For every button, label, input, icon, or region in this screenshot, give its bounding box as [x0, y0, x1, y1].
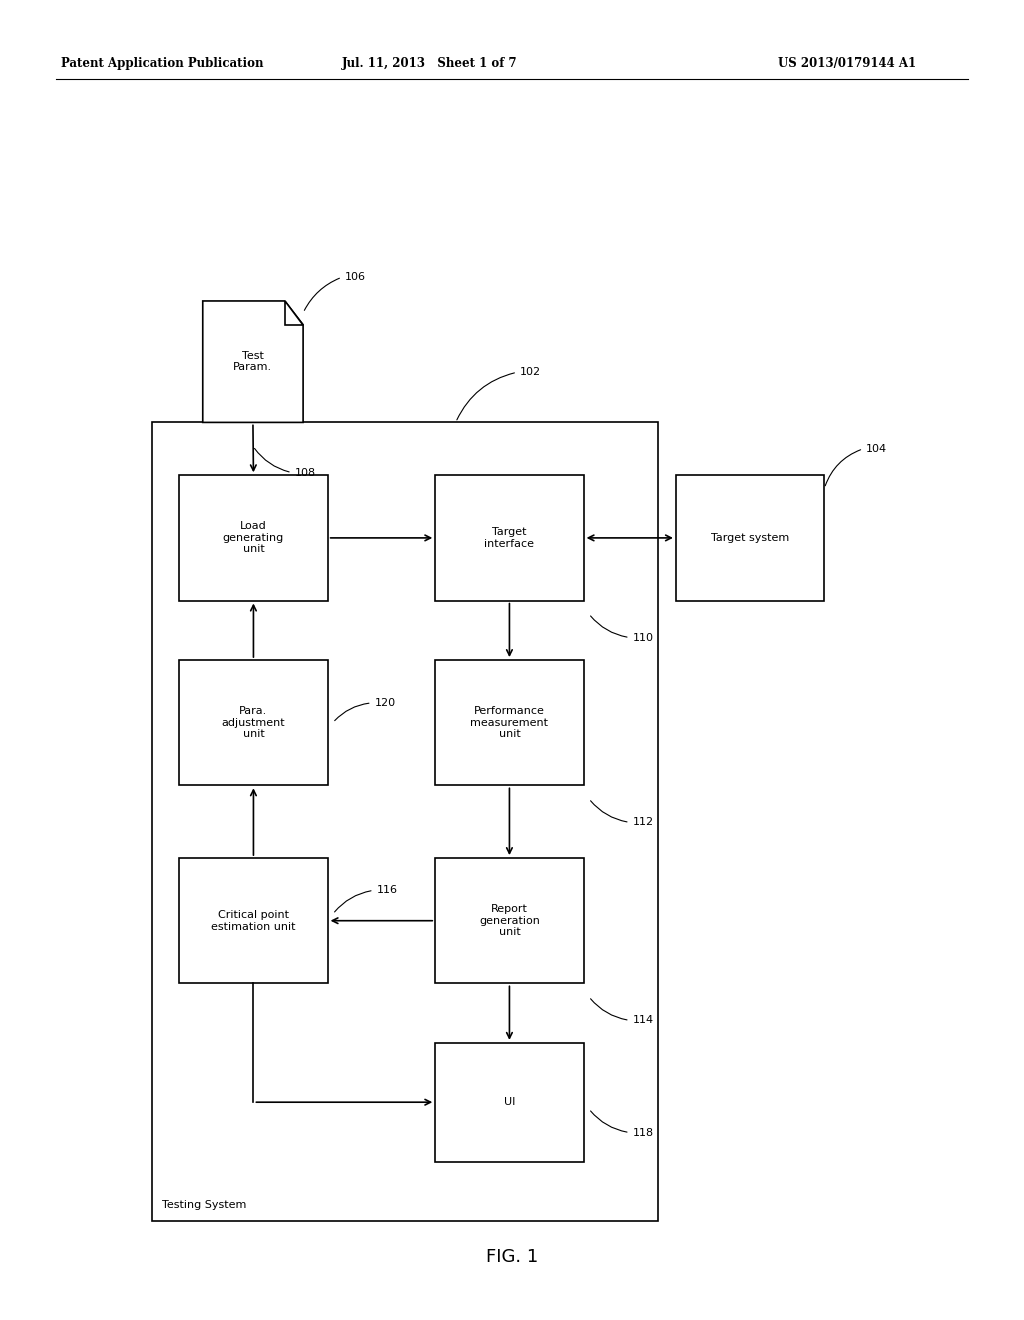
Bar	[435, 475, 584, 601]
Text: 106: 106	[345, 272, 367, 282]
Text: Target
interface: Target interface	[484, 527, 535, 549]
Bar	[435, 858, 584, 983]
Bar	[179, 858, 328, 983]
Bar	[152, 422, 658, 1221]
Text: Para.
adjustment
unit: Para. adjustment unit	[221, 706, 286, 739]
Bar	[435, 660, 584, 785]
Text: 120: 120	[375, 698, 396, 708]
Bar	[179, 475, 328, 601]
Text: UI: UI	[504, 1097, 515, 1107]
Text: 114: 114	[633, 1015, 654, 1026]
Text: Jul. 11, 2013   Sheet 1 of 7: Jul. 11, 2013 Sheet 1 of 7	[342, 57, 518, 70]
Text: Load
generating
unit: Load generating unit	[223, 521, 284, 554]
Text: Report
generation
unit: Report generation unit	[479, 904, 540, 937]
Text: Patent Application Publication: Patent Application Publication	[61, 57, 264, 70]
Text: US 2013/0179144 A1: US 2013/0179144 A1	[778, 57, 916, 70]
Bar	[179, 660, 328, 785]
Text: Performance
measurement
unit: Performance measurement unit	[470, 706, 549, 739]
Text: 102: 102	[520, 367, 542, 378]
Polygon shape	[285, 301, 303, 325]
Text: 104: 104	[866, 444, 888, 454]
Text: 112: 112	[633, 817, 654, 828]
Text: 108: 108	[295, 467, 316, 478]
Polygon shape	[203, 301, 303, 422]
Text: Target system: Target system	[711, 533, 790, 543]
Text: 110: 110	[633, 632, 654, 643]
Bar	[676, 475, 824, 601]
Text: Testing System: Testing System	[162, 1200, 246, 1210]
Text: FIG. 1: FIG. 1	[485, 1247, 539, 1266]
Text: Critical point
estimation unit: Critical point estimation unit	[211, 909, 296, 932]
Text: 118: 118	[633, 1127, 654, 1138]
Bar	[435, 1043, 584, 1162]
Text: 116: 116	[377, 886, 398, 895]
Text: Test
Param.: Test Param.	[233, 351, 272, 372]
